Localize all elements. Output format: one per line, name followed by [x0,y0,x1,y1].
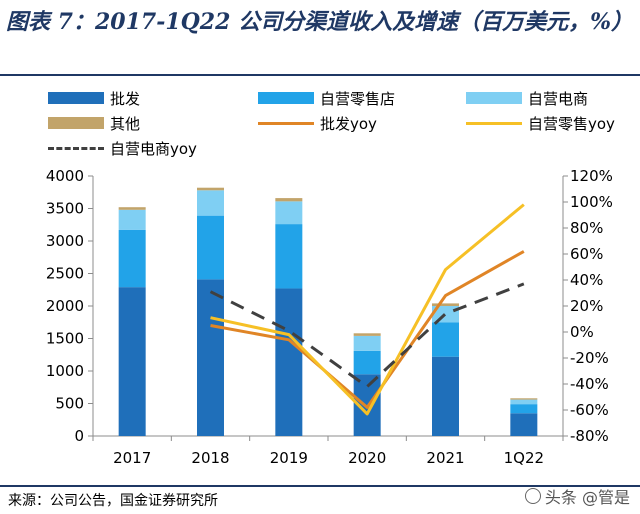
bar-segment-retail-store [197,215,224,280]
source-note: 来源：公司公告，国金证券研究所 [8,493,218,509]
legend-swatch-other [48,117,104,129]
legend-label-retail-yoy: 自营零售yoy [528,114,615,133]
y-left-tick-label: 2500 [46,265,84,283]
chart-title: 图表 7：2017-1Q22 公司分渠道收入及增速（百万美元，%） [6,9,633,35]
bar-segment-wholesale [197,279,224,436]
y-left-tick-label: 0 [74,427,84,445]
bar-segment-retail-store [432,322,459,357]
legend-line-retail-yoy [466,121,522,125]
legend-item-retail-store: 自营零售店 [258,86,395,110]
legend-item-wholesale-yoy: 批发yoy [258,111,377,135]
bar-segment-ecommerce [197,190,224,216]
bar-segment-other [118,207,146,210]
line-series-ecommerce-yoy [209,282,525,389]
bar-segment-ecommerce [118,209,146,230]
bar-segment-retail-store [118,229,146,288]
legend-label-ecommerce: 自营电商 [528,89,589,108]
bar-segment-other [275,198,303,202]
bar-segment-other [197,187,224,191]
legend: 批发 自营零售店 自营电商 其他 批发yoy 自营零售yoy 自营电商yoy [0,84,640,162]
x-tick-label: 2021 [426,449,464,467]
x-tick-label: 2019 [270,449,308,467]
line-series-wholesale-yoy [210,250,525,409]
bar-segment-retail-store [510,404,538,414]
y-left-tick-label: 4000 [46,167,84,185]
watermark-logo-icon [524,488,541,504]
channel-revenue-chart: 0 500 1000 1500 2000 2500 3000 3500 4000 120% 100%… [46,167,613,467]
legend-item-other: 其他 [48,111,140,135]
y-right-tick-label: 20% [570,297,603,315]
x-tick-label: 2017 [113,449,151,467]
y-right-tick-label: 60% [570,245,603,263]
bar-segment-retail-store [353,350,381,375]
x-tick-label: 1Q22 [504,449,544,467]
legend-item-ecommerce-yoy: 自营电商yoy [48,136,197,160]
footer-rule [0,485,640,487]
line-series-retail-yoy [210,203,525,416]
bar-segment-other [353,333,381,336]
y-right-tick-label: -80% [570,427,609,445]
y-right-tick-label: 100% [570,193,613,211]
y-right-tick-label: 40% [570,271,603,289]
bar-segment-other [510,398,538,400]
legend-label-ecommerce-yoy: 自营电商yoy [110,139,197,158]
y-right-tick-label: 0% [570,323,594,341]
legend-line-ecommerce-yoy [48,146,104,150]
y-left-tick-label: 2000 [46,297,84,315]
watermark: 头条 @管是 [524,484,630,508]
y-left-tick-label: 3000 [46,232,84,250]
bar-segment-ecommerce [353,335,381,351]
bar-segment-retail-store [275,224,303,289]
y-right-tick-label: 80% [570,219,603,237]
x-tick-label: 2020 [348,449,386,467]
y-right-tick-label: 120% [570,167,613,185]
legend-label-wholesale-yoy: 批发yoy [320,114,377,133]
y-right-tick-label: -20% [570,349,609,367]
legend-item-wholesale: 批发 [48,86,140,110]
y-left-tick-label: 1500 [46,330,84,348]
x-tick-label: 2018 [191,449,229,467]
bar-segment-wholesale [118,287,146,436]
bar-segment-ecommerce [275,201,303,225]
y-left-tick-label: 1000 [46,362,84,380]
legend-label-wholesale: 批发 [110,89,141,108]
legend-item-ecommerce: 自营电商 [466,86,588,110]
legend-item-retail-yoy: 自营零售yoy [466,111,615,135]
y-right-tick-label: -60% [570,401,609,419]
legend-swatch-retail-store [258,92,314,104]
y-left-tick-label: 500 [55,395,84,413]
bar-segment-ecommerce [510,399,538,405]
legend-swatch-wholesale [48,92,104,104]
legend-label-other: 其他 [110,114,141,133]
legend-label-retail-store: 自营零售店 [320,89,396,108]
bar-segment-other [432,303,459,306]
bar-segment-wholesale [432,356,459,436]
bar-segment-wholesale [275,288,303,436]
y-right-tick-label: -40% [570,375,609,393]
y-left-tick-label: 3500 [46,200,84,218]
legend-line-wholesale-yoy [258,121,314,125]
title-rule [0,74,640,76]
watermark-text: 头条 @管是 [544,488,630,507]
legend-swatch-ecommerce [466,92,522,104]
bar-segment-wholesale [510,413,538,436]
